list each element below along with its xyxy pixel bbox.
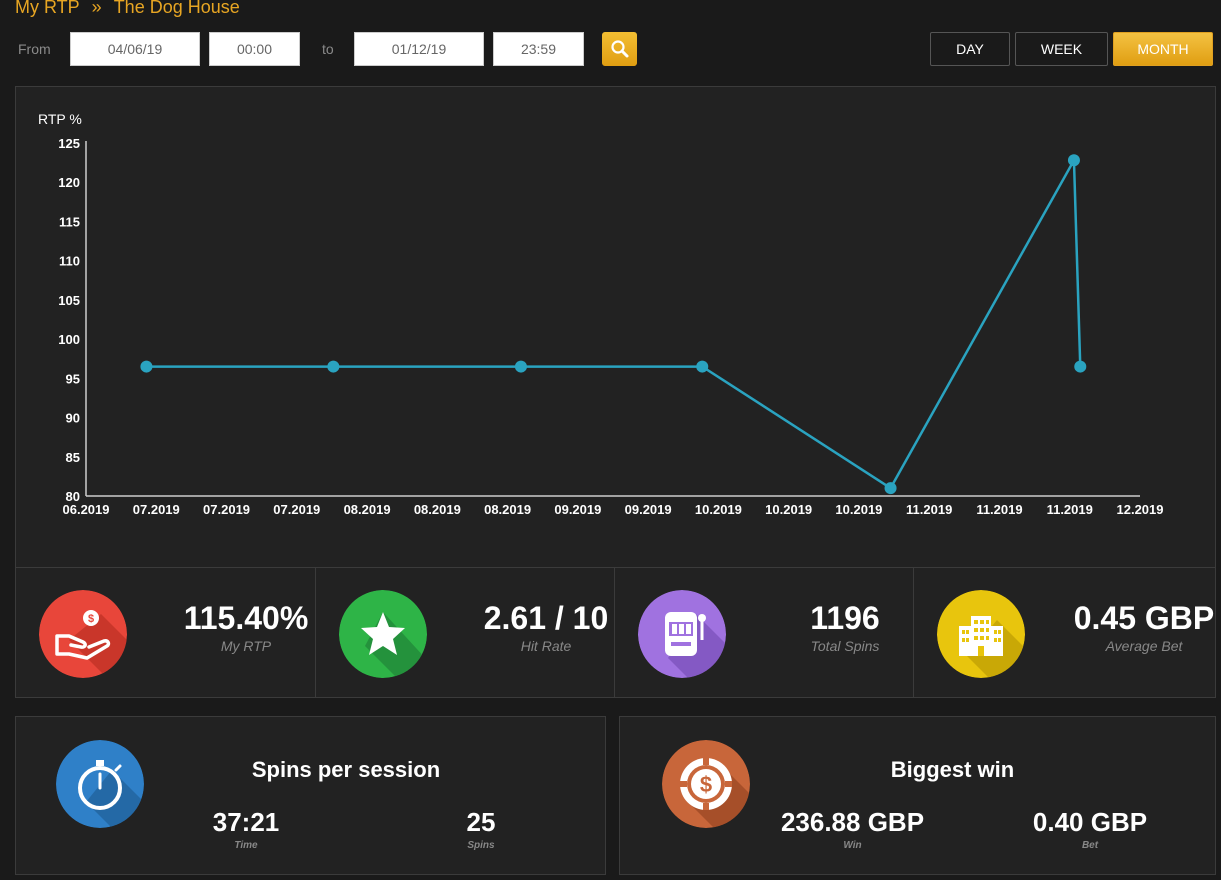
search-icon — [610, 40, 628, 58]
casino-chip-icon: $ — [662, 740, 750, 828]
y-tick-label: 100 — [58, 332, 80, 347]
x-tick-label: 11.2019 — [906, 502, 952, 517]
series-line — [146, 155, 1082, 490]
y-tick-label: 80 — [66, 489, 80, 504]
data-point — [1074, 360, 1087, 373]
stat-label: Hit Rate — [520, 638, 572, 654]
date-filter-bar: From 04/06/19 00:00 to 01/12/19 23:59 DA… — [0, 32, 1221, 68]
stat-label: My RTP — [220, 638, 272, 654]
svg-text:$: $ — [88, 613, 94, 625]
x-tick-label: 09.2019 — [625, 502, 672, 517]
building-icon — [937, 590, 1025, 678]
to-label: to — [322, 41, 334, 57]
stat-average-bet: 0.45 GBP Average Bet — [913, 567, 1215, 698]
biggest-win-panel: $ Biggest win 236.88 GBP Win 0.40 GBP Be… — [619, 716, 1216, 875]
stat-label: Average Bet — [1105, 638, 1183, 654]
data-point — [514, 360, 527, 373]
x-tick-label: 08.2019 — [344, 502, 391, 517]
stopwatch-icon — [56, 740, 144, 828]
stat-my-rtp: $ 115.40% My RTP — [16, 567, 315, 698]
data-point — [884, 482, 897, 495]
y-tick-label: 95 — [66, 371, 80, 386]
from-time-input[interactable]: 00:00 — [209, 32, 300, 66]
search-button[interactable] — [602, 32, 637, 66]
y-axis-label: RTP % — [38, 111, 82, 127]
data-point — [1067, 154, 1080, 167]
biggest-win-bet-value: 0.40 GBP — [1032, 807, 1148, 837]
x-tick-label: 09.2019 — [554, 502, 601, 517]
breadcrumb-root[interactable]: My RTP — [15, 0, 80, 17]
x-tick-label: 10.2019 — [695, 502, 742, 517]
to-date-input[interactable]: 01/12/19 — [354, 32, 484, 66]
session-spins-value: 25 — [466, 807, 496, 837]
stat-value: 2.61 / 10 — [483, 600, 609, 636]
biggest-win-value: 236.88 GBP — [780, 807, 925, 837]
x-tick-label: 07.2019 — [273, 502, 320, 517]
x-tick-label: 07.2019 — [203, 502, 250, 517]
stat-hit-rate: 2.61 / 10 Hit Rate — [315, 567, 614, 698]
stat-total-spins: 1196 Total Spins — [614, 567, 913, 698]
rtp-chart-panel: RTP % 80 85 90 95 100 105 110 115 120 125 06.2019 07… — [15, 86, 1216, 698]
breadcrumb-separator: » — [91, 0, 102, 17]
biggest-win-title: Biggest win — [890, 757, 1015, 782]
y-tick-label: 85 — [66, 450, 80, 465]
svg-text:$: $ — [700, 772, 712, 797]
x-tick-label: 11.2019 — [1047, 502, 1093, 517]
rtp-line-chart: RTP % 80 85 90 95 100 105 110 115 120 125 06.2019 07… — [38, 111, 1164, 517]
x-tick-label: 07.2019 — [133, 502, 180, 517]
breadcrumb-current: The Dog House — [113, 0, 240, 17]
data-point — [327, 360, 340, 373]
session-time-label: Time — [234, 840, 258, 851]
x-tick-label: 06.2019 — [63, 502, 110, 517]
breadcrumb: My RTP » The Dog House — [15, 0, 240, 18]
slot-machine-icon — [638, 590, 726, 678]
biggest-win-label: Win — [843, 840, 862, 851]
period-day-button[interactable]: DAY — [930, 32, 1010, 66]
x-tick-label: 10.2019 — [765, 502, 812, 517]
to-time-input[interactable]: 23:59 — [493, 32, 584, 66]
y-tick-label: 125 — [58, 136, 80, 151]
star-icon — [339, 590, 427, 678]
session-time-value: 37:21 — [212, 807, 280, 837]
session-title: Spins per session — [251, 757, 441, 782]
y-tick-label: 120 — [58, 175, 80, 190]
spins-per-session-panel: Spins per session 37:21 Time 25 Spins — [15, 716, 606, 875]
y-tick-label: 110 — [59, 254, 80, 269]
x-tick-label: 12.2019 — [1117, 502, 1164, 517]
x-tick-label: 08.2019 — [414, 502, 461, 517]
y-tick-label: 105 — [58, 293, 80, 308]
x-tick-label: 10.2019 — [835, 502, 882, 517]
period-month-button[interactable]: MONTH — [1113, 32, 1213, 66]
period-week-button[interactable]: WEEK — [1015, 32, 1108, 66]
session-spins-label: Spins — [467, 840, 495, 851]
from-date-input[interactable]: 04/06/19 — [70, 32, 200, 66]
stat-value: 115.40% — [183, 600, 309, 636]
biggest-win-bet-label: Bet — [1081, 840, 1099, 851]
x-tick-label: 08.2019 — [484, 502, 531, 517]
stat-value: 1196 — [810, 600, 880, 636]
from-label: From — [18, 41, 51, 57]
hand-coin-icon: $ — [39, 590, 127, 678]
x-tick-label: 11.2019 — [976, 502, 1022, 517]
y-tick-label: 115 — [59, 214, 80, 229]
y-tick-label: 90 — [66, 411, 80, 426]
stat-value: 0.45 GBP — [1073, 600, 1215, 636]
data-point — [140, 360, 153, 373]
data-point — [696, 360, 709, 373]
stat-label: Total Spins — [810, 638, 880, 654]
